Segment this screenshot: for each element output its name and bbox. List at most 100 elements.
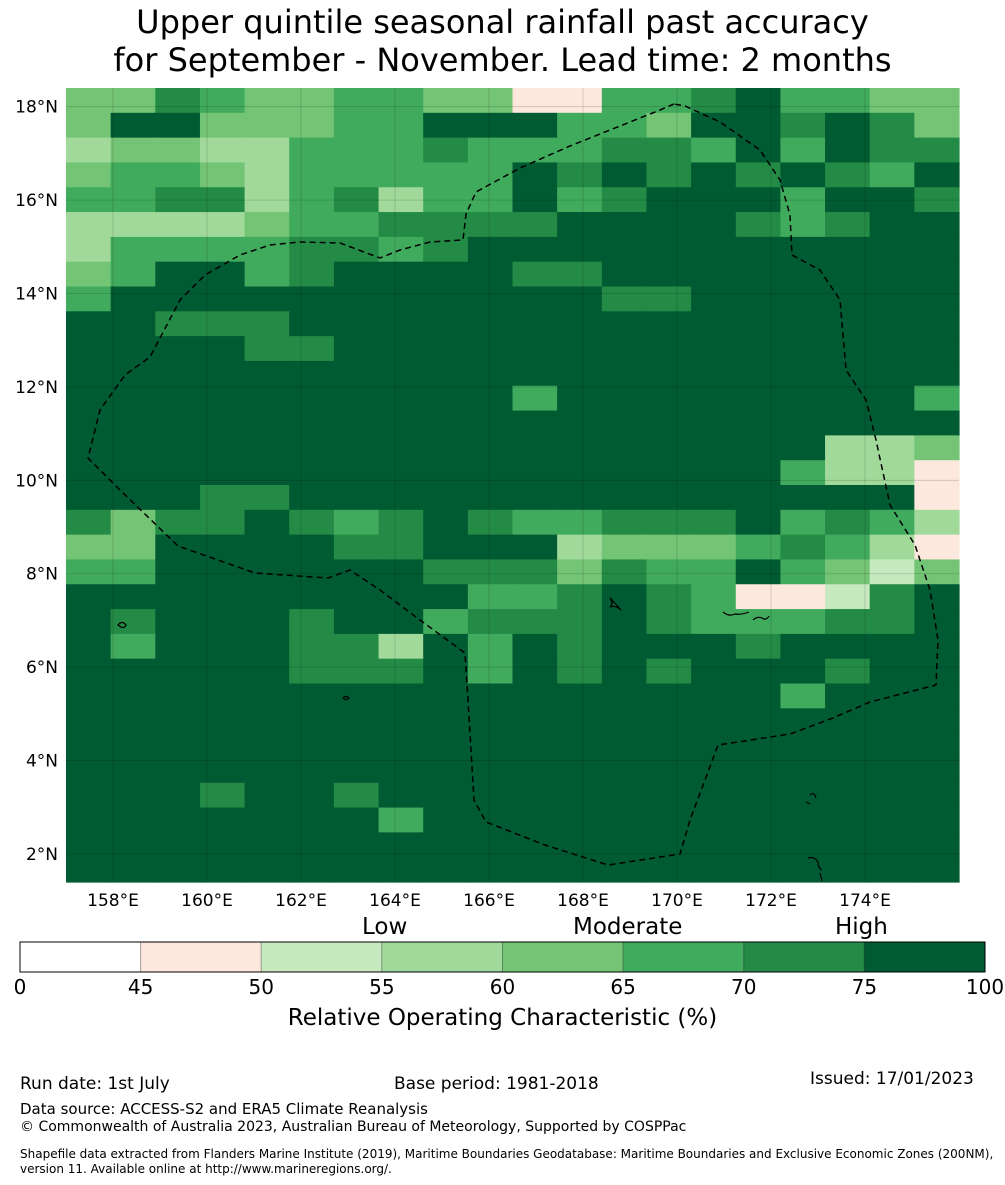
grid-cell	[423, 683, 469, 709]
grid-cell	[110, 782, 156, 809]
grid-cell	[289, 584, 335, 610]
colorbar-tick-label: 70	[731, 975, 757, 999]
grid-cell	[155, 385, 201, 412]
grid-cell	[735, 187, 781, 213]
grid-cell	[691, 807, 737, 833]
grid-cell	[378, 584, 424, 610]
grid-cell	[512, 460, 558, 486]
grid-cell	[378, 609, 424, 635]
colorbar-tick-label: 50	[248, 975, 274, 999]
grid-cell	[735, 807, 781, 833]
grid-cell	[825, 584, 871, 610]
grid-cell	[423, 633, 469, 660]
longitude-label: 164°E	[369, 891, 421, 911]
grid-cell	[646, 360, 692, 387]
grid-cell	[869, 88, 915, 114]
grid-cell	[512, 807, 558, 833]
grid-cell	[646, 212, 692, 238]
grid-cell	[244, 534, 290, 561]
grid-cell	[333, 88, 380, 114]
grid-cell	[378, 88, 424, 114]
grid-cell	[691, 360, 737, 387]
grid-cell	[691, 733, 737, 759]
grid-cell	[601, 683, 648, 709]
grid-cell	[869, 385, 915, 412]
grid-cell	[691, 509, 737, 536]
grid-cell	[289, 410, 335, 436]
grid-cell	[691, 584, 737, 610]
grid-cell	[378, 360, 424, 387]
grid-cell	[155, 534, 201, 561]
grid-cell	[557, 534, 603, 561]
grid-cell	[289, 112, 335, 139]
grid-cell	[467, 559, 514, 585]
grid-cell	[869, 212, 915, 238]
grid-cell	[691, 782, 737, 809]
grid-cell	[289, 857, 335, 883]
grid-cell	[199, 385, 246, 412]
colorbar-segment	[743, 941, 865, 973]
grid-cell	[914, 683, 960, 709]
grid-cell	[691, 609, 737, 635]
grid-cell	[155, 137, 201, 164]
grid-cell	[333, 112, 380, 139]
grid-cell	[66, 782, 112, 809]
grid-cell	[155, 757, 201, 784]
grid-cell	[423, 435, 469, 461]
grid-cell	[825, 782, 871, 809]
grid-cell	[914, 360, 960, 387]
grid-cell	[735, 212, 781, 238]
grid-cell	[467, 435, 514, 461]
grid-cell	[333, 584, 380, 610]
grid-cell	[155, 410, 201, 436]
grid-cell	[557, 757, 603, 784]
grid-cell	[378, 658, 424, 685]
grid-cell	[378, 385, 424, 412]
grid-cell	[467, 385, 514, 412]
grid-cell	[423, 757, 469, 784]
data-source: Data source: ACCESS-S2 and ERA5 Climate …	[20, 1100, 428, 1118]
grid-cell	[244, 807, 290, 833]
grid-cell	[244, 212, 290, 238]
grid-cell	[512, 782, 558, 809]
grid-cell	[780, 509, 826, 536]
grid-cell	[780, 162, 826, 188]
grid-cell	[110, 88, 156, 114]
grid-cell	[66, 633, 112, 660]
grid-cell	[333, 509, 380, 536]
grid-cell	[691, 162, 737, 188]
grid-cell	[914, 584, 960, 610]
grid-cell	[691, 236, 737, 263]
grid-cell	[199, 137, 246, 164]
graticule-lines	[66, 88, 959, 882]
grid-cell	[735, 336, 781, 362]
grid-cell	[869, 460, 915, 486]
grid-cell	[914, 509, 960, 536]
grid-cell	[244, 757, 290, 784]
grid-cell	[66, 311, 112, 337]
grid-cell	[199, 112, 246, 139]
grid-cell	[66, 460, 112, 486]
grid-cell	[557, 336, 603, 362]
latitude-label: 2°N	[26, 845, 58, 865]
grid-cell	[244, 460, 290, 486]
map-title-line-1: Upper quintile seasonal rainfall past ac…	[136, 3, 869, 41]
grid-cell	[512, 609, 558, 635]
longitude-label: 158°E	[87, 891, 139, 911]
grid-cell	[735, 261, 781, 288]
grid-cell	[825, 336, 871, 362]
grid-cell	[512, 733, 558, 759]
colorbar-frame	[19, 941, 986, 973]
grid-cell	[289, 633, 335, 660]
grid-cell	[289, 137, 335, 164]
grid-cell	[691, 385, 737, 412]
grid-cell	[378, 633, 424, 660]
grid-cell	[155, 782, 201, 809]
grid-cell	[646, 336, 692, 362]
grid-cell	[378, 212, 424, 238]
grid-cell	[423, 509, 469, 536]
longitude-label: 162°E	[275, 891, 327, 911]
grid-cell	[557, 162, 603, 188]
grid-cell	[646, 658, 692, 685]
island-outlines	[117, 597, 823, 882]
